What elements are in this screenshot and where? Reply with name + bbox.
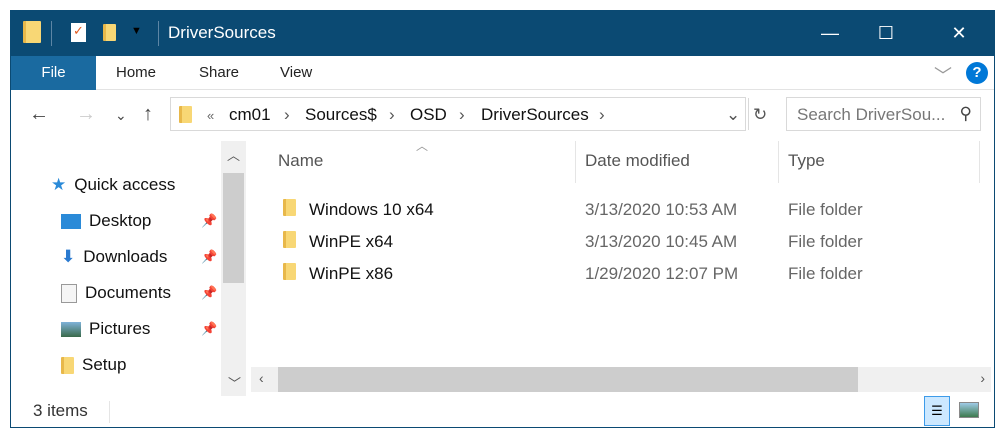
sidebar-item-quick-access[interactable]: ★ Quick access <box>51 175 176 194</box>
pin-icon[interactable]: 📌 <box>201 285 218 300</box>
pin-icon[interactable]: 📌 <box>201 249 218 264</box>
breadcrumb-separator[interactable]: › <box>284 105 290 124</box>
minimize-button[interactable]: — <box>821 23 839 43</box>
folder-icon <box>61 356 74 374</box>
details-view-button[interactable]: ☰ <box>924 396 950 426</box>
search-placeholder: Search DriverSou... <box>797 105 946 124</box>
column-date-modified[interactable]: Date modified <box>585 151 690 170</box>
sidebar-scrollbar[interactable]: ︿ ﹀ <box>221 141 246 396</box>
refresh-button[interactable]: ↻ <box>753 105 768 124</box>
file-type: File folder <box>788 232 863 251</box>
breadcrumb-overflow[interactable]: « <box>207 108 215 123</box>
file-name: WinPE x64 <box>309 232 394 251</box>
sidebar-item-documents[interactable]: Documents <box>61 283 171 303</box>
properties-icon[interactable]: ✓ <box>71 23 86 42</box>
scroll-thumb[interactable] <box>223 173 244 283</box>
tab-view[interactable]: View <box>280 64 313 81</box>
window-title: DriverSources <box>168 23 276 42</box>
breadcrumb-driversources[interactable]: DriverSources <box>481 105 589 124</box>
recent-locations-button[interactable]: ⌄ <box>115 107 127 123</box>
file-name: Windows 10 x64 <box>309 200 434 219</box>
maximize-button[interactable]: ☐ <box>877 23 895 43</box>
up-button[interactable]: ↑ <box>143 103 153 125</box>
sidebar-item-desktop[interactable]: Desktop <box>61 211 151 231</box>
column-name[interactable]: Name <box>278 151 324 170</box>
sidebar-item-setup[interactable]: Setup <box>61 355 126 375</box>
large-icons-view-button[interactable] <box>959 402 979 418</box>
sidebar-item-downloads[interactable]: ⬇ Downloads <box>61 247 168 266</box>
tab-file[interactable]: File <box>11 56 96 90</box>
help-icon[interactable]: ? <box>966 62 988 84</box>
file-type: File folder <box>788 264 863 283</box>
close-button[interactable]: ✕ <box>951 23 967 43</box>
file-date: 3/13/2020 10:45 AM <box>585 232 738 251</box>
column-type[interactable]: Type <box>788 151 825 170</box>
pictures-icon <box>61 321 81 337</box>
star-icon: ★ <box>51 175 67 194</box>
search-icon[interactable]: ⚲ <box>959 104 972 123</box>
item-count: 3 items <box>33 401 88 420</box>
file-date: 3/13/2020 10:53 AM <box>585 200 738 219</box>
folder-icon <box>179 106 192 123</box>
forward-button[interactable]: → <box>76 103 96 125</box>
folder-icon <box>283 199 296 216</box>
title-bar: ✓ ▼ DriverSources — ☐ ✕ <box>11 11 994 56</box>
breadcrumb-cm01[interactable]: cm01 <box>229 105 271 124</box>
breadcrumb-osd[interactable]: OSD <box>410 105 447 124</box>
breadcrumb-separator[interactable]: › <box>599 105 605 124</box>
file-name: WinPE x86 <box>309 264 394 283</box>
folder-icon <box>283 263 296 280</box>
address-bar[interactable]: « cm01 › Sources$ › OSD › DriverSources … <box>170 97 767 131</box>
documents-icon <box>61 283 77 303</box>
breadcrumb-separator[interactable]: › <box>389 105 395 124</box>
sort-ascending-icon: ︿ <box>416 139 429 153</box>
tab-home[interactable]: Home <box>116 64 157 81</box>
breadcrumb-separator[interactable]: › <box>459 105 465 124</box>
breadcrumb-sources[interactable]: Sources$ <box>305 105 377 124</box>
back-button[interactable]: ← <box>29 103 49 125</box>
customize-qat-icon[interactable]: ▼ <box>131 25 142 37</box>
new-folder-icon[interactable] <box>103 24 116 41</box>
scroll-thumb[interactable] <box>278 367 858 392</box>
folder-icon <box>283 231 296 248</box>
navigation-pane: ★ Quick access Desktop ⬇ Downloads Documen… <box>11 141 246 396</box>
sidebar-item-pictures[interactable]: Pictures <box>61 319 150 339</box>
desktop-icon <box>61 213 81 229</box>
search-input[interactable]: Search DriverSou... ⚲ <box>786 97 981 131</box>
address-dropdown[interactable]: ⌄ <box>726 105 741 124</box>
folder-icon <box>23 21 41 43</box>
file-date: 1/29/2020 12:07 PM <box>585 264 739 283</box>
horizontal-scrollbar[interactable]: ‹ › <box>251 367 991 392</box>
expand-ribbon-icon[interactable]: ﹀ <box>934 66 952 86</box>
ribbon-tabs: File Home Share View ﹀ ? <box>11 56 994 90</box>
pin-icon[interactable]: 📌 <box>201 213 218 228</box>
download-icon: ⬇ <box>61 247 76 266</box>
pin-icon[interactable]: 📌 <box>201 321 218 336</box>
explorer-window: ✓ ▼ DriverSources — ☐ ✕ File Home Share … <box>10 10 995 428</box>
file-type: File folder <box>788 200 863 219</box>
tab-share[interactable]: Share <box>199 64 240 81</box>
